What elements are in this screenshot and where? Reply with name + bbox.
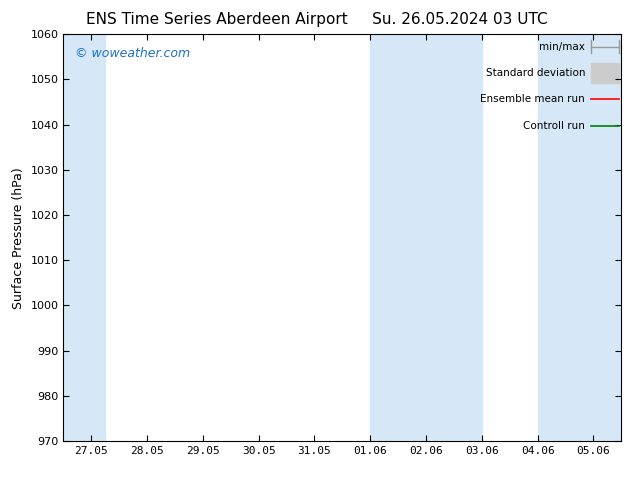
Bar	[538, 34, 621, 441]
Y-axis label: Surface Pressure (hPa): Surface Pressure (hPa)	[12, 167, 25, 309]
Text: Controll run: Controll run	[523, 121, 585, 131]
Text: Standard deviation: Standard deviation	[486, 68, 585, 78]
Bar	[63, 34, 105, 441]
Text: Ensemble mean run: Ensemble mean run	[481, 95, 585, 104]
Bar	[370, 34, 482, 441]
Bar	[591, 63, 619, 83]
Text: min/max: min/max	[539, 42, 585, 51]
Text: © woweather.com: © woweather.com	[75, 47, 190, 59]
Text: ENS Time Series Aberdeen Airport     Su. 26.05.2024 03 UTC: ENS Time Series Aberdeen Airport Su. 26.…	[86, 12, 548, 27]
